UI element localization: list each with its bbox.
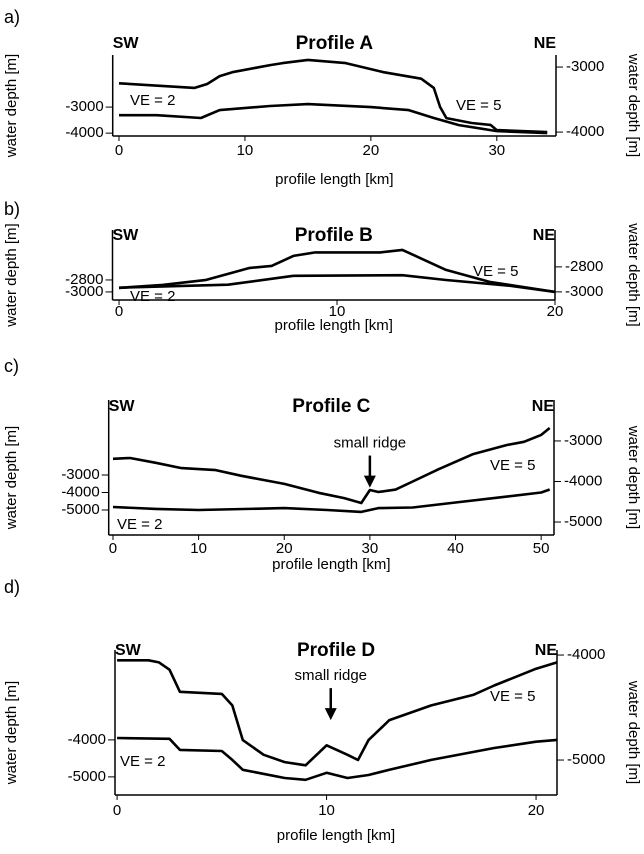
x-tick-label: 30 xyxy=(362,540,379,557)
left-direction: SW xyxy=(113,35,140,52)
series-label: VE = 2 xyxy=(120,753,165,770)
y-tick-label: -3000 xyxy=(61,466,99,483)
x-axis-label: profile length [km] xyxy=(272,556,390,573)
y-axis-label: water depth [m] xyxy=(3,426,20,530)
panel-label: c) xyxy=(4,356,19,376)
annotation-text: small ridge xyxy=(334,435,407,452)
y2-axis-label: water depth [m] xyxy=(625,680,642,784)
series-label: VE = 5 xyxy=(490,457,535,474)
profile-line xyxy=(112,488,551,514)
y-tick-label: -5000 xyxy=(61,501,99,518)
y2-tick-label: -4000 xyxy=(564,472,602,489)
x-axis-label: profile length [km] xyxy=(275,171,393,188)
profile-line xyxy=(112,426,551,505)
profile-line xyxy=(119,102,548,135)
x-axis-label: profile length [km] xyxy=(275,317,393,334)
x-tick-label: 0 xyxy=(109,540,117,557)
annotation-arrowhead xyxy=(324,708,337,721)
y2-tick-label: -3000 xyxy=(564,432,602,449)
y-tick-label: -3000 xyxy=(65,98,103,115)
x-tick-label: 10 xyxy=(318,802,335,819)
y-tick-label: -2800 xyxy=(65,271,103,288)
y2-tick-label: -4000 xyxy=(566,123,604,140)
x-tick-label: 20 xyxy=(528,802,545,819)
series-label: VE = 5 xyxy=(490,688,535,705)
x-tick-label: 50 xyxy=(533,540,550,557)
chart-title: Profile C xyxy=(292,396,370,417)
left-direction: SW xyxy=(113,227,140,244)
y2-tick-label: -4000 xyxy=(567,646,605,663)
y-tick-label: -4000 xyxy=(61,483,99,500)
y2-tick-label: -3000 xyxy=(566,58,604,75)
panel-label: a) xyxy=(4,7,20,27)
x-axis-label: profile length [km] xyxy=(277,827,395,844)
x-tick-label: 0 xyxy=(113,802,121,819)
y-axis-label: water depth [m] xyxy=(3,54,20,158)
x-tick-label: 10 xyxy=(329,303,346,320)
x-tick-label: 10 xyxy=(190,540,207,557)
y-tick-label: -5000 xyxy=(68,768,106,785)
y2-tick-label: -5000 xyxy=(564,513,602,530)
right-direction: NE xyxy=(535,642,558,659)
y2-axis-label: water depth [m] xyxy=(625,222,642,326)
x-tick-label: 10 xyxy=(237,142,254,159)
y2-tick-label: -5000 xyxy=(567,751,605,768)
chart-title: Profile D xyxy=(297,640,375,661)
y2-axis-label: water depth [m] xyxy=(625,425,642,529)
profile-line xyxy=(118,58,548,134)
panel-label: d) xyxy=(4,577,20,597)
panel-label: b) xyxy=(4,199,20,219)
profile-line xyxy=(117,736,558,782)
x-tick-label: 20 xyxy=(276,540,293,557)
chart-title: Profile B xyxy=(295,225,373,246)
y2-axis-label: water depth [m] xyxy=(625,53,642,157)
series-label: VE = 2 xyxy=(130,288,175,305)
series-label: VE = 2 xyxy=(117,516,162,533)
y2-tick-label: -3000 xyxy=(565,283,603,300)
y-tick-label: -3000 xyxy=(65,283,103,300)
y-tick-label: -4000 xyxy=(68,731,106,748)
x-tick-label: 20 xyxy=(547,303,564,320)
left-direction: SW xyxy=(109,398,136,415)
chart-title: Profile A xyxy=(296,33,374,54)
annotation-arrowhead xyxy=(363,475,376,488)
annotation-text: small ridge xyxy=(294,667,367,684)
x-tick-label: 30 xyxy=(488,142,505,159)
right-direction: NE xyxy=(532,398,555,415)
x-tick-label: 0 xyxy=(115,142,123,159)
series-label: VE = 2 xyxy=(130,92,175,109)
left-direction: SW xyxy=(115,642,142,659)
y2-tick-label: -2800 xyxy=(565,258,603,275)
profile-line xyxy=(117,659,558,767)
right-direction: NE xyxy=(533,227,556,244)
right-direction: NE xyxy=(534,35,557,52)
series-label: VE = 5 xyxy=(473,263,518,280)
x-tick-label: 20 xyxy=(363,142,380,159)
x-tick-label: 0 xyxy=(115,303,123,320)
series-label: VE = 5 xyxy=(456,97,501,114)
x-tick-label: 40 xyxy=(447,540,464,557)
y-axis-label: water depth [m] xyxy=(3,681,20,785)
y-tick-label: -4000 xyxy=(65,124,103,141)
y-axis-label: water depth [m] xyxy=(3,223,20,327)
profile-line xyxy=(118,248,556,294)
